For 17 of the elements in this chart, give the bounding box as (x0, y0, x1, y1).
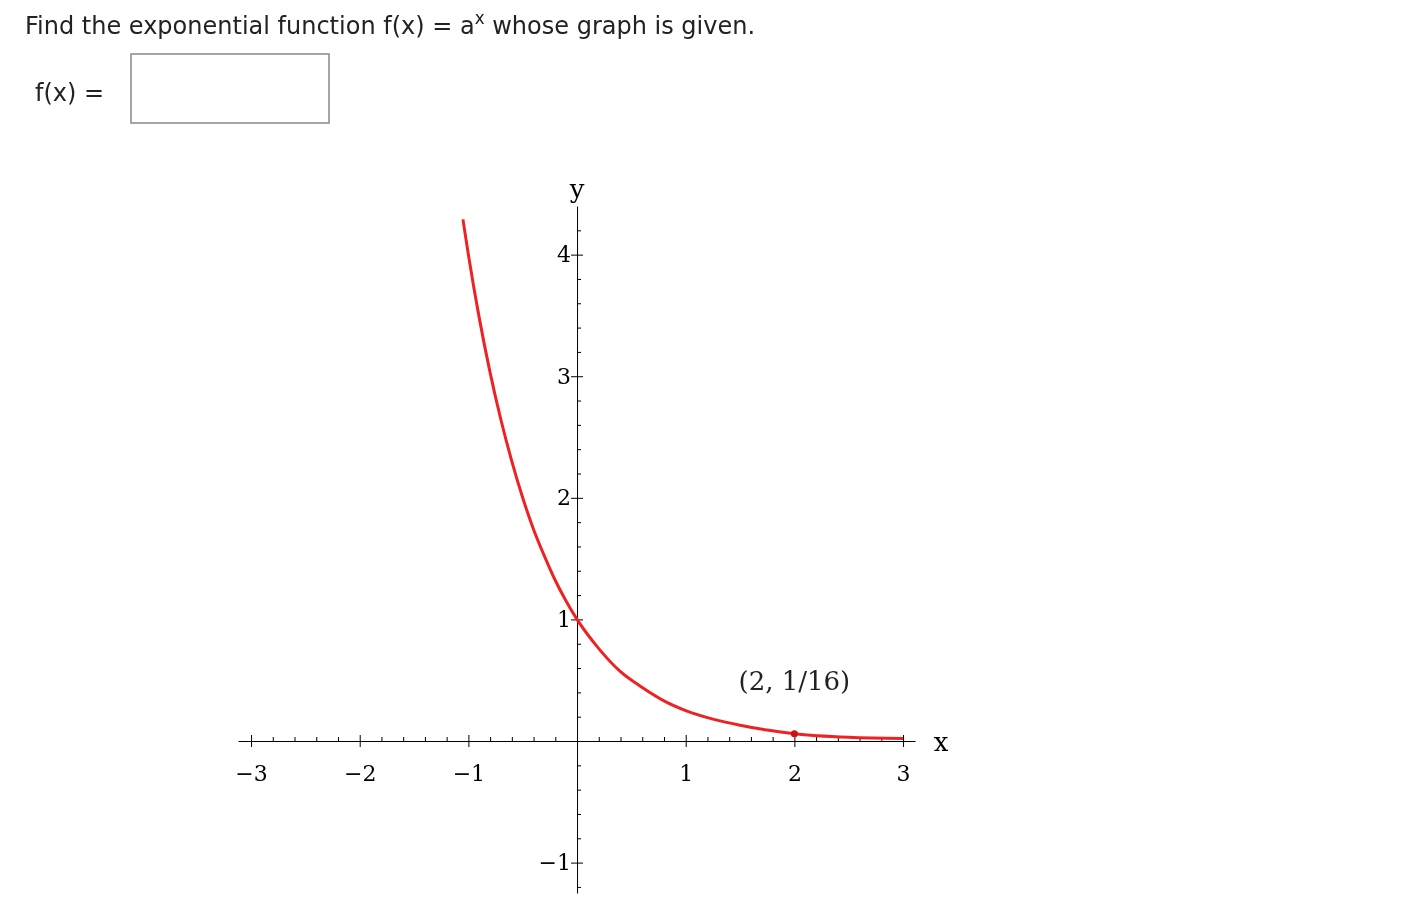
x-tick-label: 3 (896, 760, 911, 786)
x-axis-title: x (933, 727, 949, 758)
text: f(x) = (35, 79, 105, 107)
x-tick-label: −2 (343, 760, 377, 786)
annotation: (2, 1/16) (738, 665, 851, 696)
y-tick-label: 1 (557, 606, 572, 632)
y-tick-label: 2 (557, 485, 572, 511)
x-tick-label: 1 (679, 760, 694, 786)
y-tick-label: 3 (557, 363, 572, 389)
x-tick-label: −1 (452, 760, 486, 786)
x-tick-label: −3 (235, 760, 268, 786)
y-tick-label: 4 (557, 242, 572, 268)
y-tick-label: −1 (538, 850, 572, 876)
y-axis-title: y (568, 174, 585, 204)
line-series (461, 217, 905, 741)
x-tick-label: 2 (787, 760, 802, 786)
chart-title: Find the exponential function f(x) = a$^{x}$ whose graph is given. (25, 8, 756, 40)
